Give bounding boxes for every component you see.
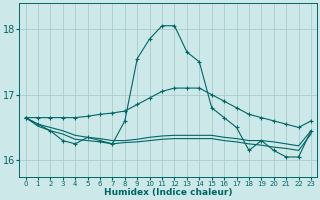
- X-axis label: Humidex (Indice chaleur): Humidex (Indice chaleur): [104, 188, 233, 197]
